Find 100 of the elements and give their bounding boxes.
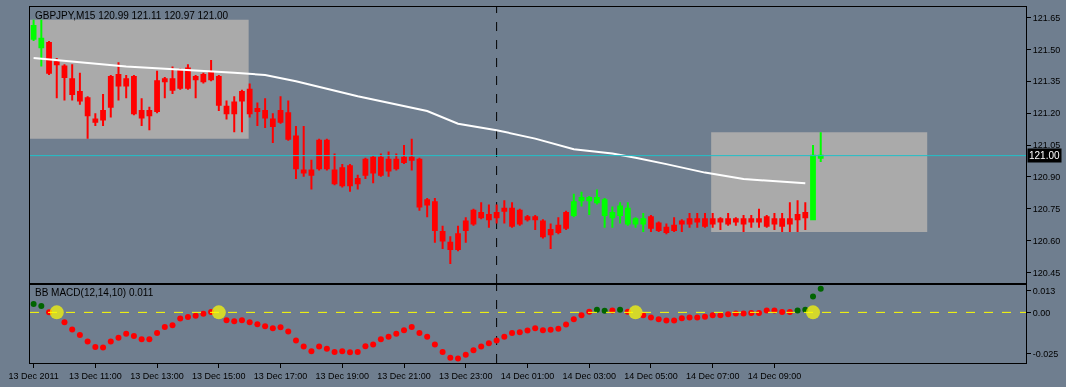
candlestick xyxy=(347,163,353,193)
x-tick-label: 13 Dec 23:00 xyxy=(438,370,493,381)
candlestick xyxy=(154,69,160,115)
candlestick xyxy=(92,112,99,127)
candlestick xyxy=(370,154,377,185)
candlestick xyxy=(262,97,268,130)
candlestick xyxy=(671,216,677,234)
candlestick xyxy=(516,207,523,227)
x-tick-label: 14 Dec 01:00 xyxy=(500,370,555,381)
chart-title: BB MACD(12,14,10) 0.011 xyxy=(35,287,154,298)
candlestick xyxy=(393,152,400,172)
candlestick xyxy=(709,211,716,229)
candlestick xyxy=(239,88,245,134)
candlestick xyxy=(208,59,214,83)
candlestick xyxy=(624,201,631,227)
x-tick-label: 14 Dec 07:00 xyxy=(685,370,740,381)
candlestick xyxy=(786,201,793,234)
candlestick xyxy=(53,56,60,100)
y-tick-label: -0.025 xyxy=(1032,349,1059,360)
candlestick xyxy=(702,211,708,229)
candlestick xyxy=(131,73,137,117)
candlestick xyxy=(817,131,824,163)
y-tick-label: 121.50 xyxy=(1032,44,1061,55)
x-tick-label: 13 Dec 17:00 xyxy=(253,370,308,381)
candlestick xyxy=(594,188,600,206)
line-series xyxy=(32,56,807,185)
candlestick xyxy=(223,99,230,121)
candlestick xyxy=(339,163,346,189)
candlestick xyxy=(732,216,739,227)
candlestick xyxy=(640,211,647,234)
candlestick xyxy=(300,124,307,178)
candlestick xyxy=(532,214,539,231)
candlestick xyxy=(486,203,492,229)
candlestick xyxy=(424,197,431,219)
candlestick xyxy=(377,152,384,178)
y-tick-label: 121.20 xyxy=(1032,108,1061,119)
candlestick xyxy=(478,201,485,221)
candlestick xyxy=(316,137,323,172)
candlestick xyxy=(308,158,315,191)
x-tick-label: 13 Dec 2011 xyxy=(8,370,59,381)
x-tick-label: 14 Dec 05:00 xyxy=(624,370,678,381)
candlestick xyxy=(293,124,299,180)
candlestick xyxy=(586,194,593,217)
candlestick xyxy=(285,99,292,142)
candlestick xyxy=(802,201,809,231)
candlestick xyxy=(269,112,276,144)
candlestick xyxy=(563,209,569,231)
candlestick xyxy=(810,144,816,221)
candlestick xyxy=(61,63,68,102)
candlestick xyxy=(115,61,122,102)
y-tick-label: 121.05 xyxy=(1032,140,1061,151)
candlestick xyxy=(161,76,168,100)
point xyxy=(794,307,801,314)
candlestick xyxy=(725,211,732,227)
candlestick xyxy=(648,214,654,234)
candlestick xyxy=(84,95,91,140)
candlestick xyxy=(771,211,778,231)
candlestick xyxy=(748,214,755,229)
y-tick-label: 121.35 xyxy=(1032,76,1061,87)
candlestick xyxy=(215,73,222,113)
x-tick-label: 13 Dec 11:00 xyxy=(68,370,122,381)
candlestick xyxy=(385,150,392,178)
candlestick xyxy=(578,190,585,208)
candlestick xyxy=(177,67,184,91)
candlestick xyxy=(756,207,762,229)
point xyxy=(817,285,824,292)
candlestick xyxy=(617,201,623,225)
point xyxy=(810,293,817,300)
candlestick xyxy=(354,173,361,191)
candlestick xyxy=(455,224,461,253)
x-tick-label: 14 Dec 03:00 xyxy=(562,370,616,381)
y-tick-label: 0.00 xyxy=(1032,307,1051,318)
candlestick xyxy=(678,218,685,234)
candlestick xyxy=(632,216,639,229)
candlestick xyxy=(401,144,407,166)
y-tick-label: 0.013 xyxy=(1032,285,1056,296)
chart-title: GBPJPY,M15 120.99 121.11 120.97 121.00 xyxy=(35,10,229,21)
candlestick xyxy=(277,95,284,125)
x-tick-label: 13 Dec 13:00 xyxy=(130,370,184,381)
y-tick-label: 121.65 xyxy=(1032,12,1061,23)
candlestick xyxy=(431,197,438,244)
candlestick xyxy=(100,93,106,127)
x-tick-label: 13 Dec 19:00 xyxy=(315,370,370,381)
point xyxy=(593,306,600,313)
candlestick xyxy=(501,199,508,225)
x-tick-label: 14 Dec 09:00 xyxy=(747,370,802,381)
candlestick xyxy=(408,137,415,172)
y-tick-label: 120.90 xyxy=(1032,172,1061,183)
candlestick xyxy=(570,192,577,219)
candlestick xyxy=(30,18,37,42)
candlestick xyxy=(169,65,176,96)
candlestick xyxy=(447,235,454,265)
y-tick-label: 120.60 xyxy=(1032,235,1061,246)
point xyxy=(30,301,37,308)
candlestick xyxy=(493,203,500,225)
candlestick xyxy=(779,211,786,234)
candlestick xyxy=(694,211,701,229)
candlestick xyxy=(46,39,52,76)
point xyxy=(601,307,608,314)
ref-line-label: 121.00 xyxy=(1029,150,1061,161)
